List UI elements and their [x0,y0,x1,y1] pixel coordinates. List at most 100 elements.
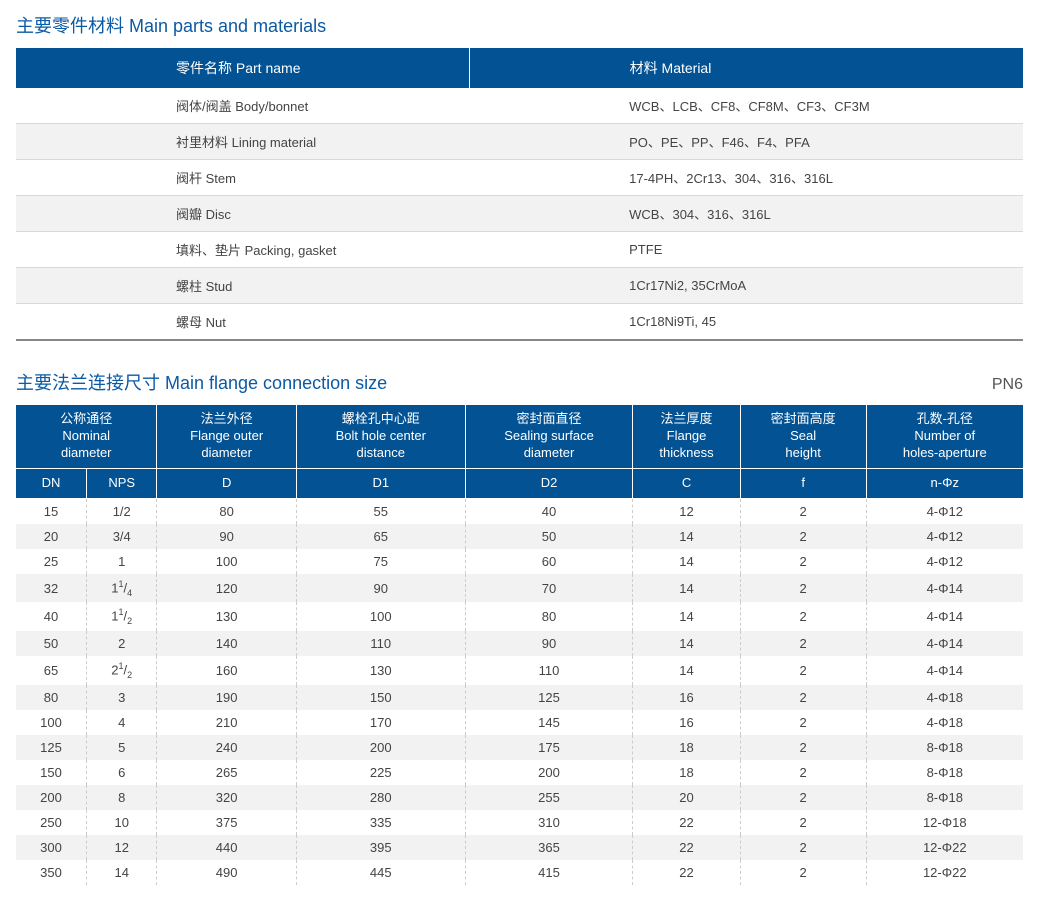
table-cell: WCB、LCB、CF8、CF8M、CF3、CF3M [469,88,1023,124]
col-header-material: 材料 Material [469,48,1023,88]
table-cell: 2 [740,549,866,574]
col-header: 公称通径Nominaldiameter [16,405,157,468]
table-cell: 4-Φ18 [866,710,1023,735]
table-row: 4011/2130100801424-Φ14 [16,602,1023,631]
table-cell: 14 [86,860,156,885]
table-cell: 200 [296,735,465,760]
table-cell: 2 [740,785,866,810]
table-cell: 14 [633,602,740,631]
table-cell: 110 [296,631,465,656]
table-cell: 4 [86,710,156,735]
table-cell: 125 [16,735,86,760]
table-cell: WCB、304、316、316L [469,196,1023,232]
table-cell: 2 [740,860,866,885]
col-subheader: NPS [86,468,156,498]
table-cell: 螺母 Nut [16,304,469,341]
table-cell: 310 [465,810,633,835]
table-cell: 阀体/阀盖 Body/bonnet [16,88,469,124]
col-subheader: D [157,468,296,498]
table-cell: 255 [465,785,633,810]
table-cell: 22 [633,810,740,835]
table-cell: 200 [16,785,86,810]
table-cell: 4-Φ12 [866,498,1023,524]
table-cell: 100 [296,602,465,631]
table-cell: 40 [465,498,633,524]
table-cell: 2 [740,710,866,735]
table-cell: 440 [157,835,296,860]
table-cell: 17-4PH、2Cr13、304、316、316L [469,160,1023,196]
table-cell: 140 [157,631,296,656]
col-header: 螺栓孔中心距Bolt hole centerdistance [296,405,465,468]
col-subheader: DN [16,468,86,498]
col-subheader: f [740,468,866,498]
table-cell: 18 [633,760,740,785]
table-cell: 4-Φ14 [866,656,1023,685]
table-cell: 4-Φ18 [866,685,1023,710]
table-cell: 375 [157,810,296,835]
table-cell: 8-Φ18 [866,735,1023,760]
col-subheader: D2 [465,468,633,498]
table-cell: 100 [157,549,296,574]
table-cell: 130 [296,656,465,685]
table-cell: 1Cr18Ni9Ti, 45 [469,304,1023,341]
table-cell: 10 [86,810,156,835]
table-cell: 365 [465,835,633,860]
col-header-partname: 零件名称 Part name [16,48,469,88]
pn-rating-label: PN6 [992,376,1023,394]
table-cell: 20 [633,785,740,810]
table-cell: 12 [86,835,156,860]
table-cell: 150 [296,685,465,710]
table-cell: 90 [296,574,465,603]
table-cell: 90 [465,631,633,656]
table-cell: 填料、垫片 Packing, gasket [16,232,469,268]
flange-size-title: 主要法兰连接尺寸 Main flange connection size [16,369,387,395]
table-row: 20083202802552028-Φ18 [16,785,1023,810]
col-header: 法兰厚度Flangethickness [633,405,740,468]
table-cell: 60 [465,549,633,574]
table-cell: 4-Φ14 [866,602,1023,631]
col-header: 孔数-孔径Number ofholes-aperture [866,405,1023,468]
table-cell: 14 [633,549,740,574]
table-row: 151/28055401224-Φ12 [16,498,1023,524]
table-cell: 210 [157,710,296,735]
table-cell: 415 [465,860,633,885]
table-cell: 50 [465,524,633,549]
table-cell: 170 [296,710,465,735]
table-row: 6521/21601301101424-Φ14 [16,656,1023,685]
table-cell: 2 [86,631,156,656]
table-cell: 3/4 [86,524,156,549]
table-row: 15062652252001828-Φ18 [16,760,1023,785]
table-cell: 125 [465,685,633,710]
table-cell: PTFE [469,232,1023,268]
table-cell: 14 [633,631,740,656]
col-subheader: C [633,468,740,498]
table-cell: 300 [16,835,86,860]
table-cell: 15 [16,498,86,524]
table-row: 2501037533531022212-Φ18 [16,810,1023,835]
table-cell: 14 [633,656,740,685]
table-cell: 14 [633,574,740,603]
table-cell: 280 [296,785,465,810]
table-row: 502140110901424-Φ14 [16,631,1023,656]
table-cell: 75 [296,549,465,574]
table-cell: 2 [740,810,866,835]
table-cell: 150 [16,760,86,785]
table-cell: 2 [740,524,866,549]
table-row: 阀杆 Stem17-4PH、2Cr13、304、316、316L [16,160,1023,196]
parts-materials-table: 零件名称 Part name 材料 Material 阀体/阀盖 Body/bo… [16,48,1023,341]
table-cell: 12-Φ22 [866,835,1023,860]
table-cell: 200 [465,760,633,785]
table-row: 3501449044541522212-Φ22 [16,860,1023,885]
table-row: 12552402001751828-Φ18 [16,735,1023,760]
table-cell: 50 [16,631,86,656]
table-cell: 1Cr17Ni2, 35CrMoA [469,268,1023,304]
table-row: 螺柱 Stud1Cr17Ni2, 35CrMoA [16,268,1023,304]
table-cell: 2 [740,685,866,710]
table-cell: 4-Φ14 [866,574,1023,603]
table-row: 203/49065501424-Φ12 [16,524,1023,549]
table-cell: 90 [157,524,296,549]
table-cell: 22 [633,860,740,885]
table-row: 阀瓣 DiscWCB、304、316、316L [16,196,1023,232]
table-cell: 4-Φ14 [866,631,1023,656]
table-cell: 5 [86,735,156,760]
